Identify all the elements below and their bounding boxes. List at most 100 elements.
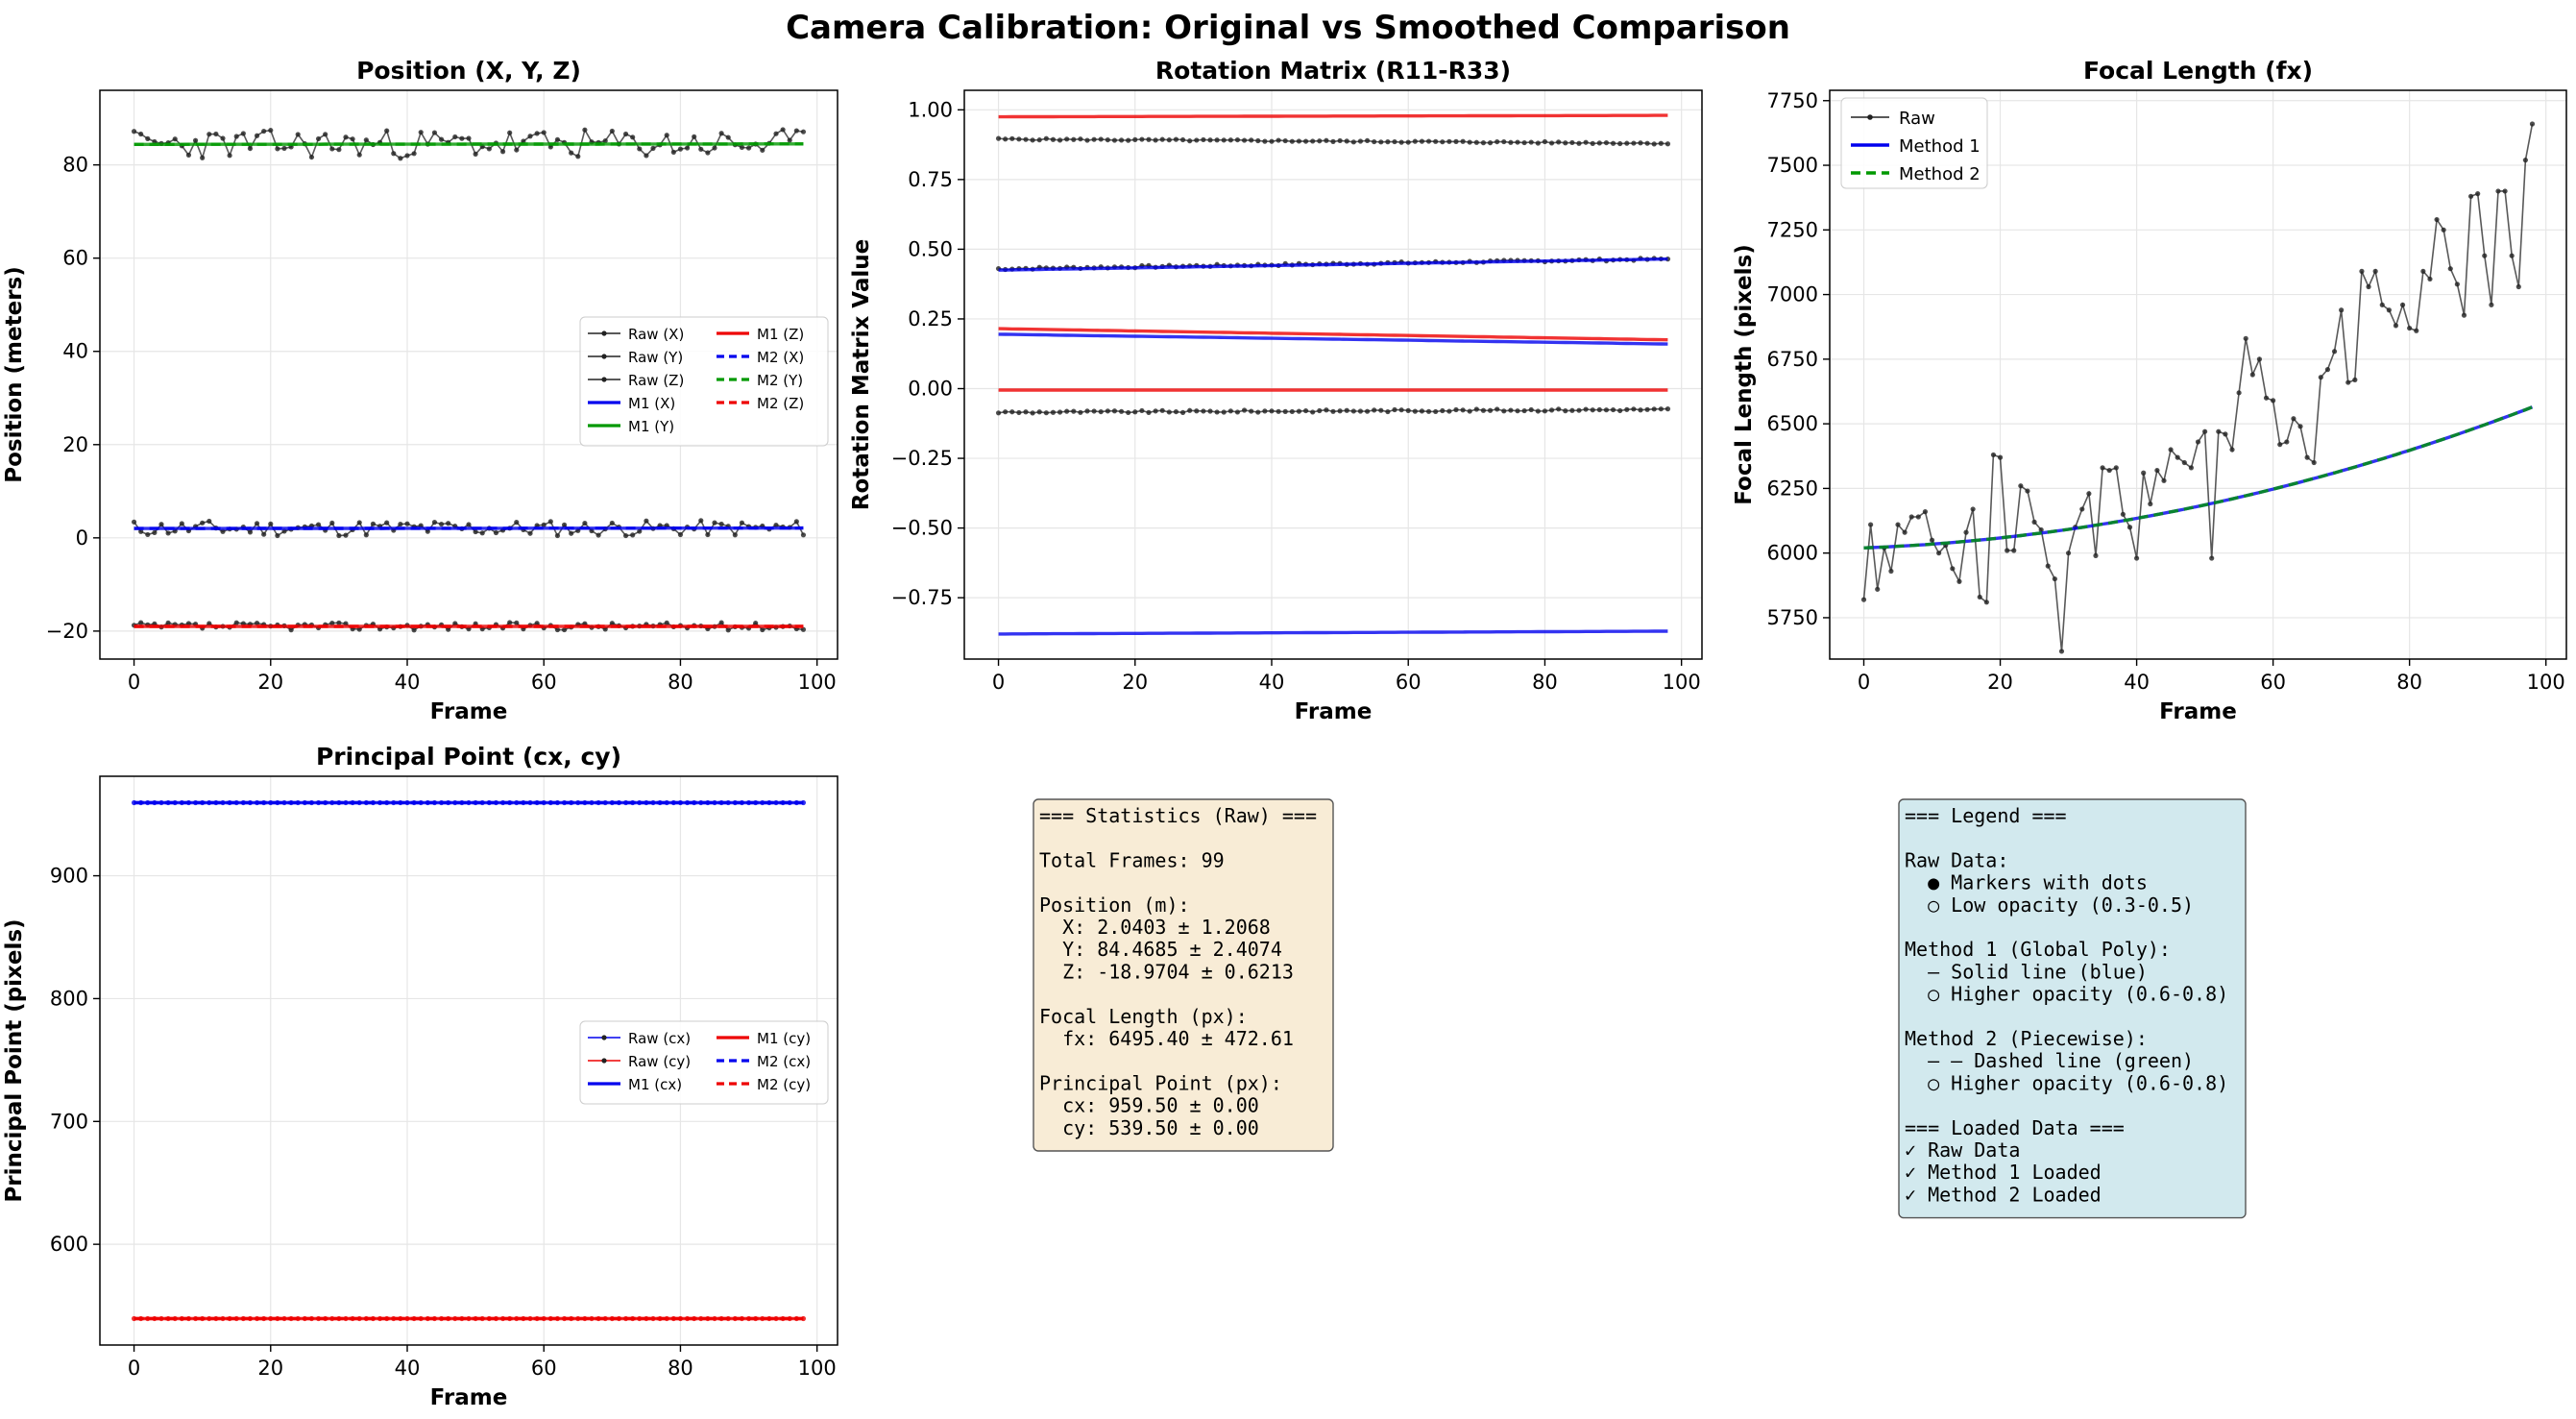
data-point (1508, 407, 1514, 413)
data-point (1091, 408, 1097, 414)
legend-marker (601, 1035, 607, 1040)
data-point (527, 134, 533, 139)
data-point (2133, 555, 2140, 561)
data-point (1983, 599, 1989, 605)
data-point (800, 129, 807, 135)
data-point (1269, 138, 1275, 144)
data-point (1440, 407, 1446, 414)
chart-principal: 0 20 40 60 80 100 600 700 800 900 Principal Point … (2, 743, 838, 1410)
x-tick-label: 20 (1122, 671, 1148, 694)
data-point (1105, 408, 1110, 414)
data-point (1057, 137, 1063, 143)
data-point (233, 620, 239, 625)
data-point (2058, 648, 2065, 654)
data-point (534, 131, 540, 136)
data-point (1495, 406, 1500, 412)
data-point (431, 130, 438, 135)
legend-label: Raw (cx) (628, 1030, 691, 1047)
legend-label: Raw (Z) (628, 372, 684, 389)
x-tick-label: 80 (668, 1357, 693, 1380)
legend-info-box-line: – – Dashed line (green) (1905, 1049, 2194, 1072)
legend-label: M1 (X) (628, 395, 675, 412)
data-point (1043, 135, 1049, 141)
data-point (1153, 137, 1158, 143)
data-point (1860, 597, 1867, 602)
data-point (1282, 408, 1288, 415)
data-point (1528, 406, 1534, 413)
x-tick-label: 40 (1259, 671, 1285, 694)
series-line-4 (998, 257, 1668, 272)
series-line-5 (998, 327, 1668, 342)
legend-label: M1 (Y) (628, 418, 674, 435)
charts: 0 20 40 60 80 100 −20 0 20 40 60 80 Position (X, Y, … (2, 57, 2567, 1410)
data-point (165, 620, 171, 625)
data-point (1241, 137, 1248, 143)
data-point (2126, 525, 2133, 530)
y-tick-label: 0.75 (908, 168, 953, 191)
data-point (486, 146, 492, 152)
y-axis-label: Rotation Matrix Value (849, 239, 874, 510)
data-point (1398, 407, 1404, 413)
data-point (336, 532, 342, 539)
data-point (2427, 276, 2433, 282)
data-point (452, 621, 458, 626)
data-point (780, 127, 786, 133)
data-point (1487, 140, 1494, 146)
data-point (391, 151, 397, 157)
y-tick-label: −0.50 (891, 517, 953, 540)
data-point (1460, 407, 1466, 413)
data-point (1227, 137, 1233, 143)
data-point (1296, 138, 1302, 144)
data-point (1372, 407, 1377, 413)
data-point (1126, 409, 1131, 416)
data-point (514, 620, 520, 625)
chart-title: Position (X, Y, Z) (356, 57, 581, 85)
y-tick-label: 7750 (1767, 89, 1818, 112)
data-point (438, 521, 445, 527)
data-point (554, 136, 561, 142)
data-point (1241, 407, 1248, 413)
data-point (459, 135, 465, 141)
legend-frame (579, 1020, 829, 1105)
y-tick-label: 0 (76, 526, 88, 550)
data-point (1590, 407, 1595, 413)
data-point (1289, 138, 1295, 144)
data-point (561, 626, 568, 633)
data-point (1950, 566, 1956, 572)
x-tick-label: 60 (531, 671, 557, 694)
y-tick-label: 6750 (1767, 348, 1818, 371)
legend-info-box-line: ● Markers with dots (1905, 871, 2148, 894)
data-point (158, 522, 164, 527)
data-point (1330, 408, 1336, 414)
series-line-1 (1863, 405, 2534, 550)
data-point (288, 627, 294, 633)
data-point (1009, 409, 1015, 415)
statistics-box-line: cy: 539.50 ± 0.00 (1039, 1116, 1259, 1139)
data-point (718, 131, 724, 136)
data-point (1446, 408, 1452, 414)
data-point (1364, 137, 1371, 144)
legend-label: Raw (Y) (628, 349, 683, 366)
legend-marker (1867, 114, 1873, 120)
data-point (1179, 409, 1186, 415)
y-axis-label: Principal Point (pixels) (2, 918, 27, 1202)
plot-area (131, 127, 807, 633)
data-point (466, 522, 472, 527)
data-point (1207, 137, 1213, 143)
data-point (1372, 138, 1377, 145)
data-point (1487, 407, 1494, 413)
data-point (2100, 465, 2105, 471)
legend-label: Raw (X) (628, 326, 684, 343)
data-point (1030, 410, 1035, 416)
data-point (569, 530, 574, 536)
data-point (356, 520, 362, 526)
data-point (431, 520, 438, 526)
data-point (1016, 409, 1022, 416)
data-point (1528, 139, 1534, 145)
data-point (1276, 137, 1281, 143)
data-point (1139, 136, 1145, 142)
statistics-box-line: Position (m): (1039, 893, 1190, 917)
data-point (2297, 424, 2303, 429)
data-point (1569, 139, 1575, 146)
data-point (2502, 188, 2508, 194)
